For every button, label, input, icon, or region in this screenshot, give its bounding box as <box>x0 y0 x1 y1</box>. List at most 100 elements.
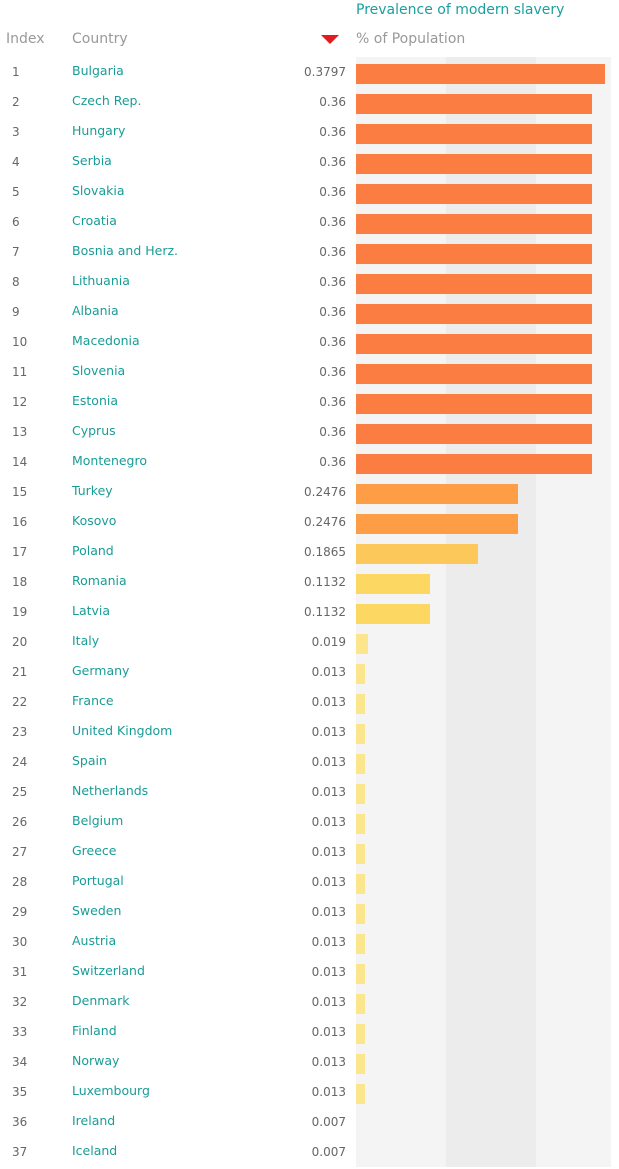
bar[interactable] <box>356 544 478 564</box>
bar[interactable] <box>356 724 365 744</box>
row-index: 15 <box>12 485 28 499</box>
bar[interactable] <box>356 694 365 714</box>
row-index: 22 <box>12 695 28 709</box>
country-link[interactable]: Denmark <box>72 993 130 1008</box>
country-link[interactable]: Norway <box>72 1053 120 1068</box>
table-row: 3 Hungary 0.36 <box>0 117 619 147</box>
country-link[interactable]: Greece <box>72 843 117 858</box>
bar[interactable] <box>356 484 518 504</box>
table-row: 29 Sweden 0.013 <box>0 897 619 927</box>
bar[interactable] <box>356 244 592 264</box>
bar[interactable] <box>356 274 592 294</box>
country-link[interactable]: Latvia <box>72 603 111 618</box>
row-index: 5 <box>12 185 20 199</box>
country-link[interactable]: Portugal <box>72 873 124 888</box>
bar[interactable] <box>356 754 365 774</box>
country-link[interactable]: Albania <box>72 303 119 318</box>
row-index: 26 <box>12 815 28 829</box>
bar[interactable] <box>356 304 592 324</box>
country-link[interactable]: Austria <box>72 933 117 948</box>
bar[interactable] <box>356 454 592 474</box>
bar[interactable] <box>356 664 365 684</box>
country-link[interactable]: Luxembourg <box>72 1083 150 1098</box>
country-link[interactable]: Sweden <box>72 903 122 918</box>
bar[interactable] <box>356 334 592 354</box>
table-row: 1 Bulgaria 0.3797 <box>0 57 619 87</box>
bar[interactable] <box>356 64 605 84</box>
bar[interactable] <box>356 1024 365 1044</box>
country-link[interactable]: United Kingdom <box>72 723 173 738</box>
bar[interactable] <box>356 514 518 534</box>
bar[interactable] <box>356 394 592 414</box>
bar[interactable] <box>356 154 592 174</box>
value-label: 0.2476 <box>304 515 346 529</box>
bar[interactable] <box>356 184 592 204</box>
plot-background <box>356 57 611 1167</box>
bar[interactable] <box>356 634 368 654</box>
country-link[interactable]: Iceland <box>72 1143 118 1158</box>
country-link[interactable]: Germany <box>72 663 130 678</box>
value-label: 0.013 <box>311 755 346 769</box>
country-link[interactable]: Ireland <box>72 1113 116 1128</box>
country-link[interactable]: Romania <box>72 573 127 588</box>
country-link[interactable]: Montenegro <box>72 453 148 468</box>
country-link[interactable]: Croatia <box>72 213 117 228</box>
row-index: 25 <box>12 785 28 799</box>
measure-column-header: % of Population <box>356 31 466 47</box>
country-link[interactable]: Switzerland <box>72 963 145 978</box>
row-index: 35 <box>12 1085 28 1099</box>
bar[interactable] <box>356 214 592 234</box>
bar[interactable] <box>356 814 365 834</box>
bar[interactable] <box>356 964 365 984</box>
country-link[interactable]: Spain <box>72 753 107 768</box>
country-link[interactable]: Estonia <box>72 393 119 408</box>
bar[interactable] <box>356 784 365 804</box>
country-link[interactable]: Lithuania <box>72 273 130 288</box>
bar[interactable] <box>356 424 592 444</box>
country-link[interactable]: Macedonia <box>72 333 140 348</box>
bar[interactable] <box>356 904 365 924</box>
country-link[interactable]: Poland <box>72 543 114 558</box>
country-link[interactable]: Slovenia <box>72 363 126 378</box>
bar[interactable] <box>356 124 592 144</box>
bar[interactable] <box>356 1054 365 1074</box>
bar[interactable] <box>356 1084 365 1104</box>
bar[interactable] <box>356 994 365 1014</box>
value-label: 0.36 <box>319 215 346 229</box>
value-label: 0.013 <box>311 845 346 859</box>
value-label: 0.1132 <box>304 605 346 619</box>
country-link[interactable]: Kosovo <box>72 513 117 528</box>
country-link[interactable]: Belgium <box>72 813 124 828</box>
country-link[interactable]: Hungary <box>72 123 126 138</box>
bar[interactable] <box>356 574 430 594</box>
country-link[interactable]: France <box>72 693 114 708</box>
sort-descending-icon[interactable] <box>321 35 339 44</box>
bar[interactable] <box>356 604 430 624</box>
country-link[interactable]: Czech Rep. <box>72 93 142 108</box>
row-index: 36 <box>12 1115 28 1129</box>
plot-band <box>536 57 611 1167</box>
bar[interactable] <box>356 364 592 384</box>
row-index: 16 <box>12 515 28 529</box>
bar[interactable] <box>356 874 365 894</box>
value-label: 0.013 <box>311 665 346 679</box>
table-row: 26 Belgium 0.013 <box>0 807 619 837</box>
country-link[interactable]: Finland <box>72 1023 117 1038</box>
country-link[interactable]: Italy <box>72 633 100 648</box>
table-row: 8 Lithuania 0.36 <box>0 267 619 297</box>
row-index: 32 <box>12 995 28 1009</box>
country-link[interactable]: Bosnia and Herz. <box>72 243 179 258</box>
country-link[interactable]: Bulgaria <box>72 63 124 78</box>
country-link[interactable]: Netherlands <box>72 783 149 798</box>
country-link[interactable]: Serbia <box>72 153 112 168</box>
bar[interactable] <box>356 94 592 114</box>
bar[interactable] <box>356 844 365 864</box>
table-row: 23 United Kingdom 0.013 <box>0 717 619 747</box>
country-link[interactable]: Slovakia <box>72 183 125 198</box>
country-link[interactable]: Turkey <box>72 483 113 498</box>
row-index: 12 <box>12 395 28 409</box>
table-row: 37 Iceland 0.007 <box>0 1137 619 1167</box>
bar[interactable] <box>356 934 365 954</box>
country-link[interactable]: Cyprus <box>72 423 116 438</box>
table-row: 15 Turkey 0.2476 <box>0 477 619 507</box>
